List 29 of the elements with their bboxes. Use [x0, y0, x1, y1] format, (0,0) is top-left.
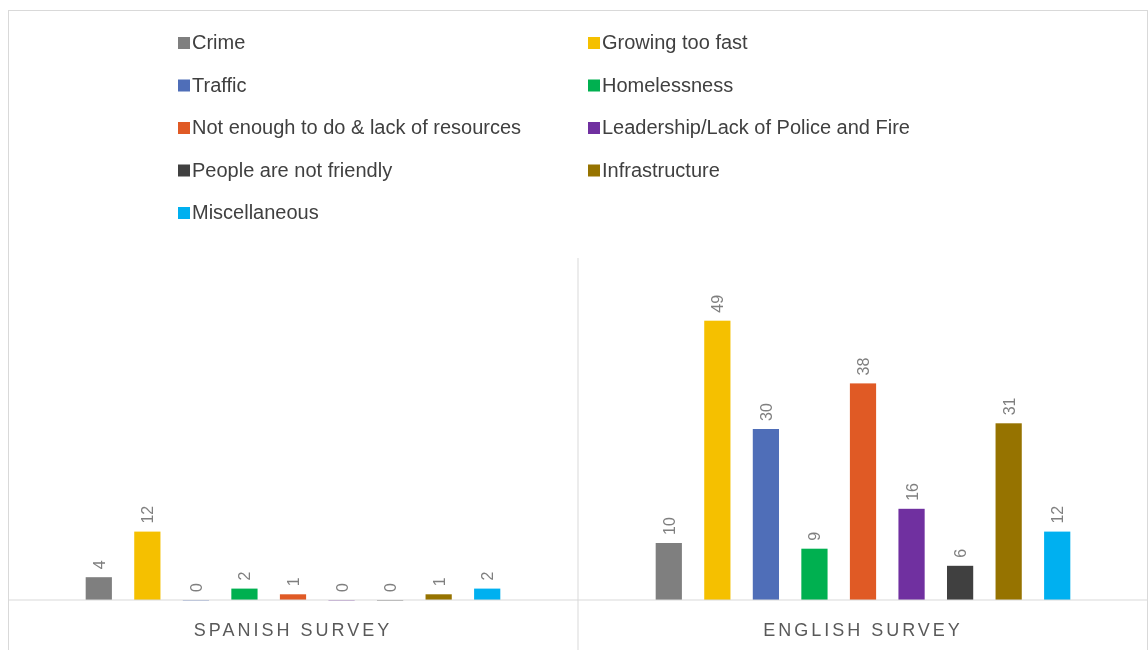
legend-label: Homelessness — [602, 73, 734, 96]
legend-label: Infrastructure — [602, 158, 720, 181]
data-label: 0 — [333, 583, 351, 592]
legend-label: Miscellaneous — [192, 201, 319, 223]
data-label: 1 — [430, 577, 448, 587]
data-label: 12 — [139, 505, 157, 524]
data-label: 0 — [382, 583, 400, 592]
data-label: 16 — [903, 482, 921, 501]
legend-label: Growing too fast — [602, 31, 749, 53]
legend-label: People are not friendly — [192, 158, 393, 181]
data-label: 1 — [285, 577, 302, 587]
data-label: 0 — [187, 583, 205, 592]
data-label: 2 — [236, 571, 254, 581]
legend-label: Leadership/Lack of Police and Fire — [602, 116, 910, 138]
data-label: 9 — [806, 531, 824, 541]
data-label: 10 — [660, 517, 678, 535]
data-label: 30 — [757, 403, 775, 421]
data-label: 2 — [479, 571, 497, 581]
data-label: 49 — [709, 294, 727, 313]
legend-label: Crime — [192, 31, 246, 53]
legend-label: Not enough to do & lack of resources — [192, 116, 522, 138]
data-label: 12 — [1049, 505, 1067, 524]
data-label: 38 — [855, 357, 872, 376]
x-tick-label: ENGLISH SURVEY — [763, 620, 963, 640]
x-tick-label: SPANISH SURVEY — [193, 620, 393, 640]
data-label: 31 — [1000, 397, 1018, 416]
legend-label: Traffic — [192, 73, 247, 96]
data-label: 4 — [90, 560, 108, 570]
data-label: 6 — [952, 548, 970, 558]
